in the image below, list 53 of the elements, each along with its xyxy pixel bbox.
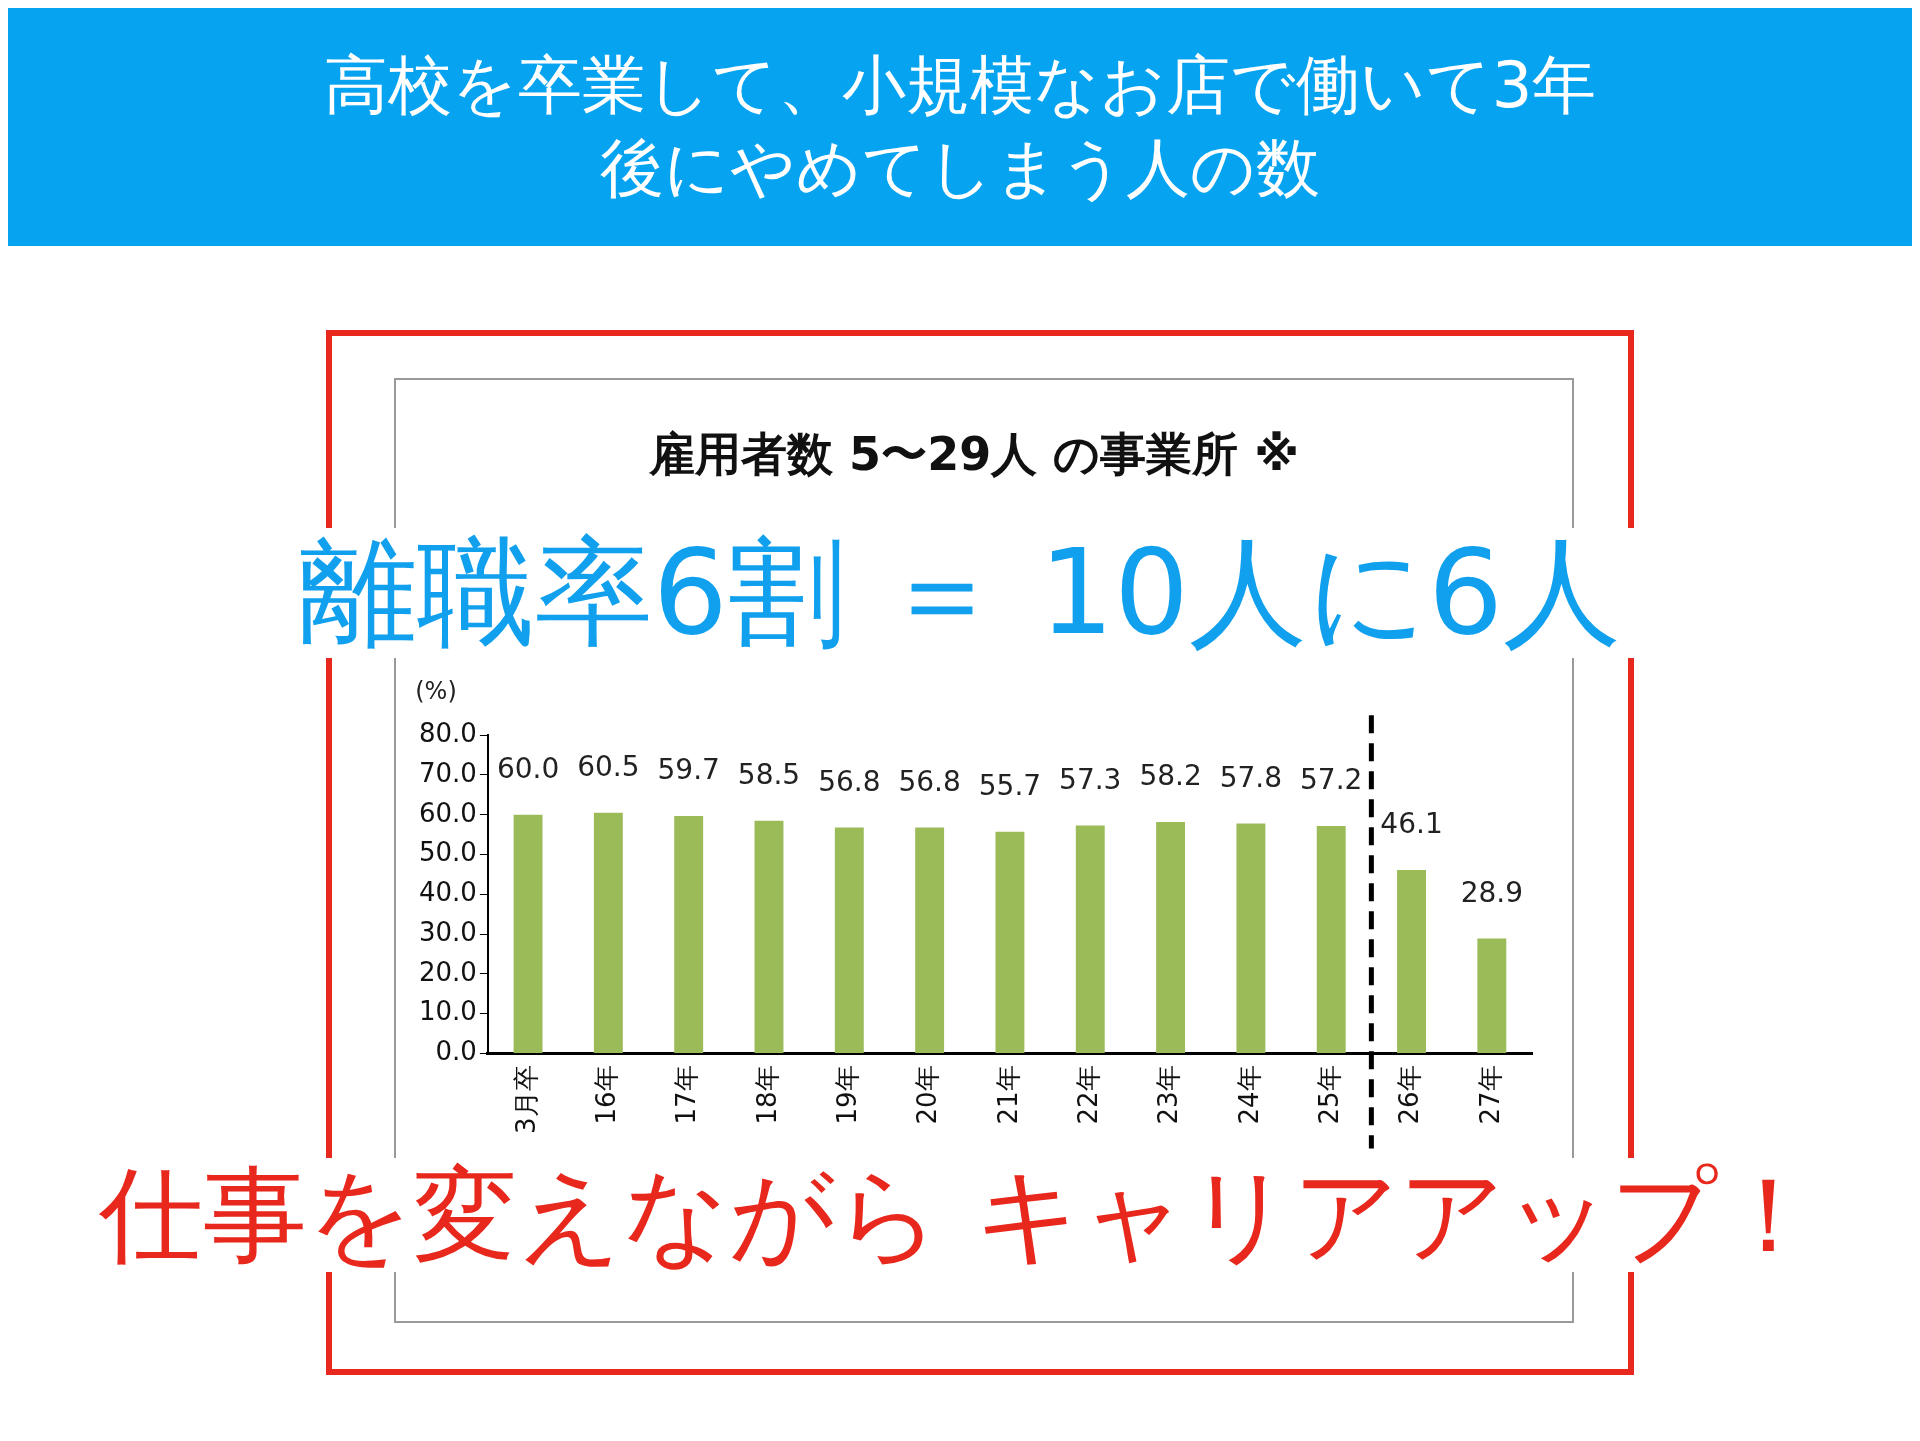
y-tick-label: 70.0 [419,757,477,788]
text: 離職率6割 ＝ 10人に6人 [297,523,1623,661]
x-tick-label: 24年 [1233,1065,1264,1125]
data-label: 55.7 [978,769,1042,803]
data-label: 57.8 [1219,760,1283,794]
data-label: 46.1 [1380,807,1443,841]
x-tick-label: 17年 [671,1065,702,1125]
x-tick-label: 21年 [992,1065,1023,1125]
data-label: 60.0 [496,752,560,786]
y-axis-title: (%) [415,677,457,706]
chart-subtitle: 雇用者数 5〜29人 の事業所 ※ [648,426,1299,481]
x-tick-label: 16年 [591,1065,622,1125]
x-tick-label: 27年 [1474,1065,1505,1125]
bar [834,827,864,1053]
y-tick-label: 50.0 [419,837,477,868]
bar [1316,825,1346,1053]
bar [1156,821,1186,1053]
y-tick-label: 0.0 [435,1036,477,1067]
x-tick-label: 22年 [1073,1065,1104,1125]
x-tick-label: 20年 [912,1065,943,1125]
y-tick-label: 80.0 [419,717,477,748]
data-label: 58.5 [737,758,801,792]
bar [593,812,623,1053]
data-label: 59.7 [657,753,720,787]
data-label: 57.3 [1059,762,1122,796]
text: 仕事を変えながら キャリアアップ！ [98,1154,1822,1276]
x-tick-label: 3月卒 [510,1065,541,1134]
bar [995,831,1025,1053]
bar [1236,823,1266,1053]
data-label: 57.2 [1300,763,1363,797]
bar [1477,938,1507,1053]
x-tick-label: 18年 [751,1065,782,1125]
x-tick-label: 25年 [1313,1065,1344,1125]
data-label: 28.9 [1460,875,1524,909]
bar [1075,825,1105,1053]
data-label: 60.5 [577,750,640,784]
bar [674,815,704,1053]
y-tick-label: 60.0 [419,797,477,828]
bar [915,827,945,1053]
data-label: 58.2 [1139,759,1202,793]
y-tick-label: 30.0 [419,916,477,947]
bar [754,820,784,1053]
y-tick-label: 40.0 [419,877,477,908]
data-label: 56.8 [898,764,961,798]
x-tick-label: 26年 [1394,1065,1425,1125]
y-tick-label: 10.0 [419,996,477,1027]
bar [513,814,543,1053]
x-tick-label: 23年 [1153,1065,1184,1125]
x-tick-label: 19年 [832,1065,863,1125]
y-tick-label: 20.0 [419,956,477,987]
chart-title: 高校を卒業して、小規模なお店で働いて3年後にやめてしまう人の数 [322,46,1598,207]
bar [1397,870,1426,1053]
data-label: 56.8 [818,764,881,798]
